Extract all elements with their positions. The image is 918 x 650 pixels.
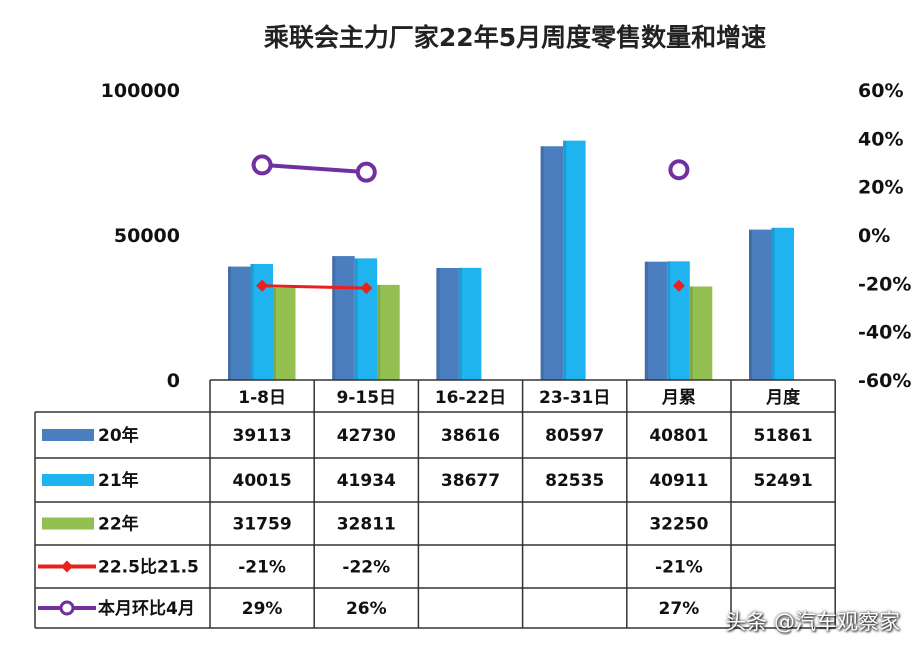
- bar-20年: [332, 256, 355, 380]
- bar-shade: [644, 261, 648, 380]
- bar-shade: [354, 258, 358, 380]
- bar-21年: [563, 140, 586, 380]
- table-cell: 32811: [337, 515, 396, 535]
- table-cell: 29%: [242, 599, 283, 619]
- point-marker: [668, 159, 690, 181]
- point-marker: [672, 279, 685, 292]
- bar-shade: [749, 229, 752, 380]
- legend-marker: [61, 560, 73, 573]
- point-marker: [251, 154, 273, 176]
- bar-shade: [771, 227, 775, 380]
- left-axis-tick: 0: [167, 370, 180, 392]
- bar-21年: [667, 261, 690, 380]
- table-cell: 32250: [649, 515, 708, 535]
- point-marker: [360, 282, 373, 295]
- bar-shade: [273, 287, 276, 380]
- right-axis-tick: -60%: [858, 370, 911, 392]
- table-cell: 80597: [545, 426, 604, 446]
- table-cell: 41934: [337, 471, 396, 491]
- table-cell: 40911: [649, 471, 708, 491]
- table-cell: 42730: [337, 426, 396, 446]
- series-line-本月环比4月: [261, 162, 367, 175]
- bar-22年: [273, 287, 296, 380]
- category-label: 月度: [765, 387, 801, 408]
- left-axis-tick: 50000: [114, 225, 180, 247]
- bar-21年: [250, 263, 273, 380]
- right-axis-tick: -40%: [858, 322, 911, 344]
- left-axis-tick: 100000: [101, 80, 180, 102]
- chart-title: 乘联会主力厂家22年5月周度零售数量和增速: [263, 23, 767, 52]
- legend-label: 22.5比21.5: [98, 557, 199, 578]
- legend-swatch: [42, 474, 94, 486]
- bar-shade: [563, 140, 567, 380]
- table-cell: 82535: [545, 471, 604, 491]
- bar-shade: [540, 146, 544, 380]
- table-cell: 51861: [754, 426, 813, 446]
- table-cell: 27%: [659, 599, 700, 619]
- bar-shade: [250, 263, 254, 380]
- category-label: 月累: [661, 388, 696, 408]
- legend-label: 21年: [98, 470, 139, 491]
- legend-label: 本月环比4月: [98, 598, 195, 619]
- table-cell: 40015: [233, 471, 292, 491]
- bar-21年: [771, 227, 794, 380]
- table-cell: 38677: [441, 471, 500, 491]
- series-line-22.5比21.5: [262, 284, 367, 290]
- category-label: 23-31日: [539, 388, 610, 408]
- category-label: 1-8日: [238, 388, 286, 408]
- bar-shade: [436, 268, 440, 380]
- right-axis-tick: 20%: [858, 177, 903, 199]
- watermark: 头条 @汽车观察家: [725, 610, 900, 634]
- bar-20年: [540, 146, 564, 380]
- right-axis-tick: 0%: [858, 225, 890, 247]
- bar-shade: [458, 267, 462, 380]
- bar-shade: [667, 261, 671, 380]
- bar-22年: [377, 284, 400, 380]
- table-cell: 40801: [649, 426, 708, 446]
- bar-20年: [644, 261, 668, 380]
- bar-shade: [689, 286, 693, 380]
- bar-21年: [354, 258, 378, 380]
- bar-22年: [689, 286, 713, 380]
- bar-shade: [377, 284, 381, 380]
- legend-label: 20年: [98, 425, 139, 446]
- right-axis-tick: 40%: [858, 128, 903, 150]
- right-axis-tick: 60%: [858, 80, 903, 102]
- bar-shade: [228, 266, 231, 380]
- legend-marker: [59, 600, 75, 616]
- table-cell: -21%: [655, 558, 703, 578]
- right-axis-tick: -20%: [858, 273, 911, 295]
- table-cell: 38616: [441, 426, 500, 446]
- table-cell: 26%: [346, 599, 387, 619]
- bar-21年: [458, 267, 482, 380]
- legend-swatch: [42, 429, 94, 441]
- bar-20年: [749, 229, 772, 380]
- point-marker: [256, 279, 269, 292]
- bar-20年: [228, 266, 251, 380]
- table-cell: 52491: [754, 471, 813, 491]
- bar-20年: [436, 268, 459, 380]
- legend-label: 22年: [98, 514, 139, 535]
- table-cell: 39113: [233, 426, 292, 446]
- table-cell: 31759: [233, 515, 292, 535]
- legend-swatch: [42, 517, 94, 530]
- point-marker: [355, 161, 377, 183]
- category-label: 9-15日: [337, 388, 397, 408]
- category-label: 16-22日: [435, 388, 506, 408]
- bar-shade: [332, 256, 336, 380]
- table-cell: -22%: [342, 558, 390, 578]
- table-cell: -21%: [238, 558, 286, 578]
